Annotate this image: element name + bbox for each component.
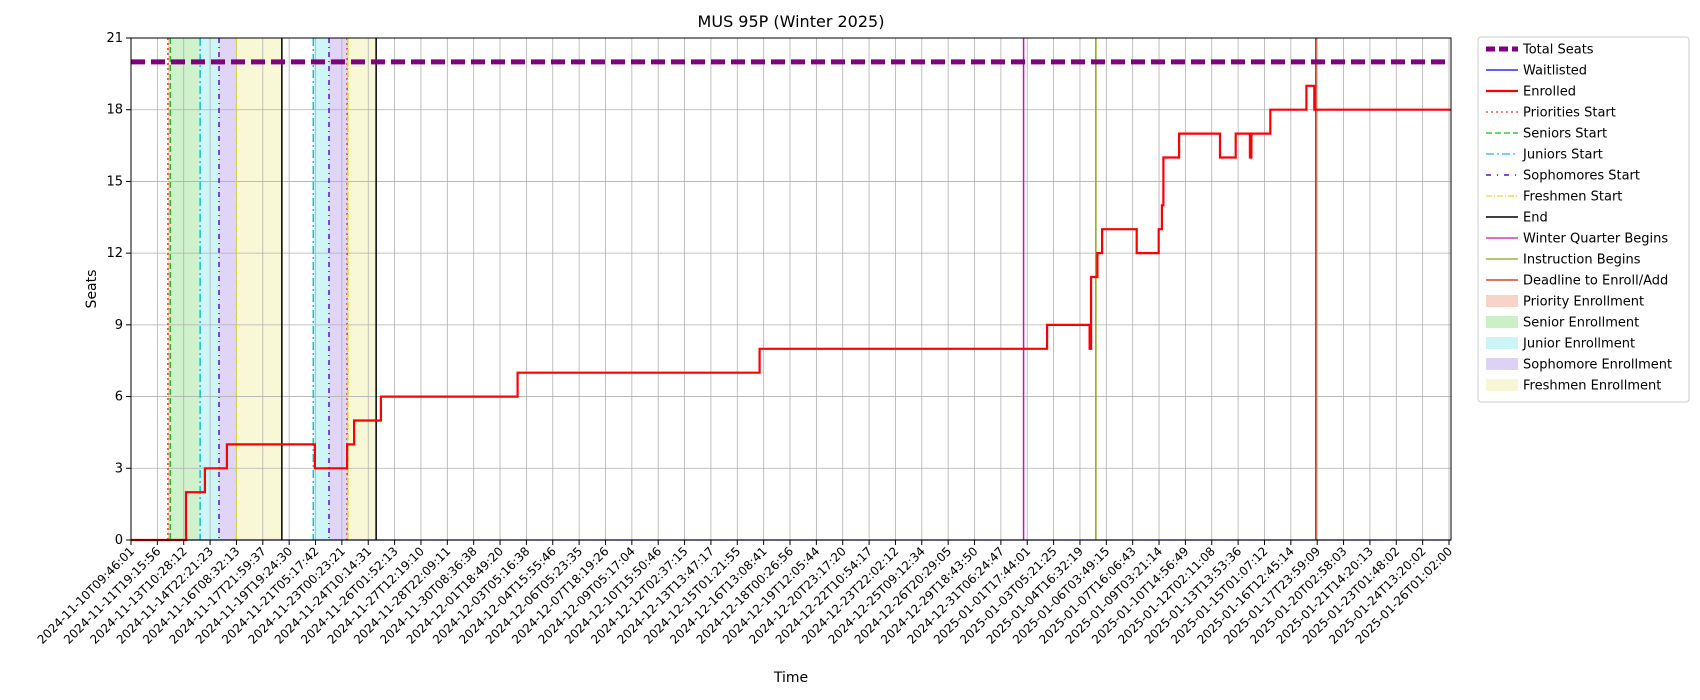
legend-label-instruction-begins: Instruction Begins [1523,253,1641,268]
y-tick-label-5: 15 [106,174,123,189]
legend-label-freshmen-start: Freshmen Start [1523,190,1622,205]
legend-label-senior-enrollment: Senior Enrollment [1523,316,1639,331]
plot-frame [130,37,1452,541]
legend-label-end: End [1523,211,1548,226]
legend-label-priorities-start: Priorities Start [1523,106,1616,121]
legend-label-priority-enrollment: Priority Enrollment [1523,295,1644,310]
y-tick-label-6: 18 [106,103,123,118]
series-enrolled [131,84,1451,542]
y-axis-ticks: 0 3 6 9 12 15 18 21 [106,31,131,548]
legend-label-winter-quarter-begins: Winter Quarter Begins [1523,232,1668,247]
enrollment-bands [167,38,377,540]
legend-label-freshmen-enrollment: Freshmen Enrollment [1523,379,1661,394]
y-tick-label-2: 6 [115,390,123,405]
legend-label-waitlisted: Waitlisted [1523,64,1587,79]
legend-swatch-senior-enrollment [1486,316,1518,328]
y-tick-label-1: 3 [115,461,123,476]
legend-swatch-freshmen-enrollment [1486,379,1518,391]
legend-box [1477,36,1690,403]
legend-label-enrolled: Enrolled [1523,85,1576,100]
band-freshmen-enrollment-0 [236,38,282,540]
legend-label-sophomores-start: Sophomores Start [1523,169,1640,184]
y-tick-label-7: 21 [106,31,123,46]
band-junior-enrollment-1 [313,38,329,540]
band-sophomore-enrollment-0 [219,38,237,540]
band-sophomore-enrollment-1 [329,38,348,540]
y-tick-label-0: 0 [115,533,123,548]
y-tick-label-4: 12 [106,246,123,261]
band-freshmen-enrollment-1 [347,38,377,540]
legend: Total Seats Waitlisted Enrolled Priorities … [1477,36,1690,403]
legend-swatch-junior-enrollment [1486,337,1518,349]
legend-swatch-sophomore-enrollment [1486,358,1518,370]
event-lines [167,38,1317,540]
y-tick-label-3: 9 [115,318,123,333]
legend-label-deadline-to-enroll-add: Deadline to Enroll/Add [1523,274,1668,289]
legend-label-junior-enrollment: Junior Enrollment [1522,337,1635,352]
legend-label-sophomore-enrollment: Sophomore Enrollment [1523,358,1672,373]
band-junior-enrollment-0 [200,38,219,540]
band-senior-enrollment-0 [170,38,201,540]
band-priority-enrollment-0 [167,38,171,540]
y-axis-label: Seats [84,270,100,309]
x-axis-label: Time [773,670,808,686]
chart-title: MUS 95P (Winter 2025) [698,12,885,31]
legend-label-total-seats: Total Seats [1522,43,1594,58]
legend-label-juniors-start: Juniors Start [1522,148,1603,163]
legend-label-seniors-start: Seniors Start [1523,127,1607,142]
legend-swatch-priority-enrollment [1486,295,1518,307]
